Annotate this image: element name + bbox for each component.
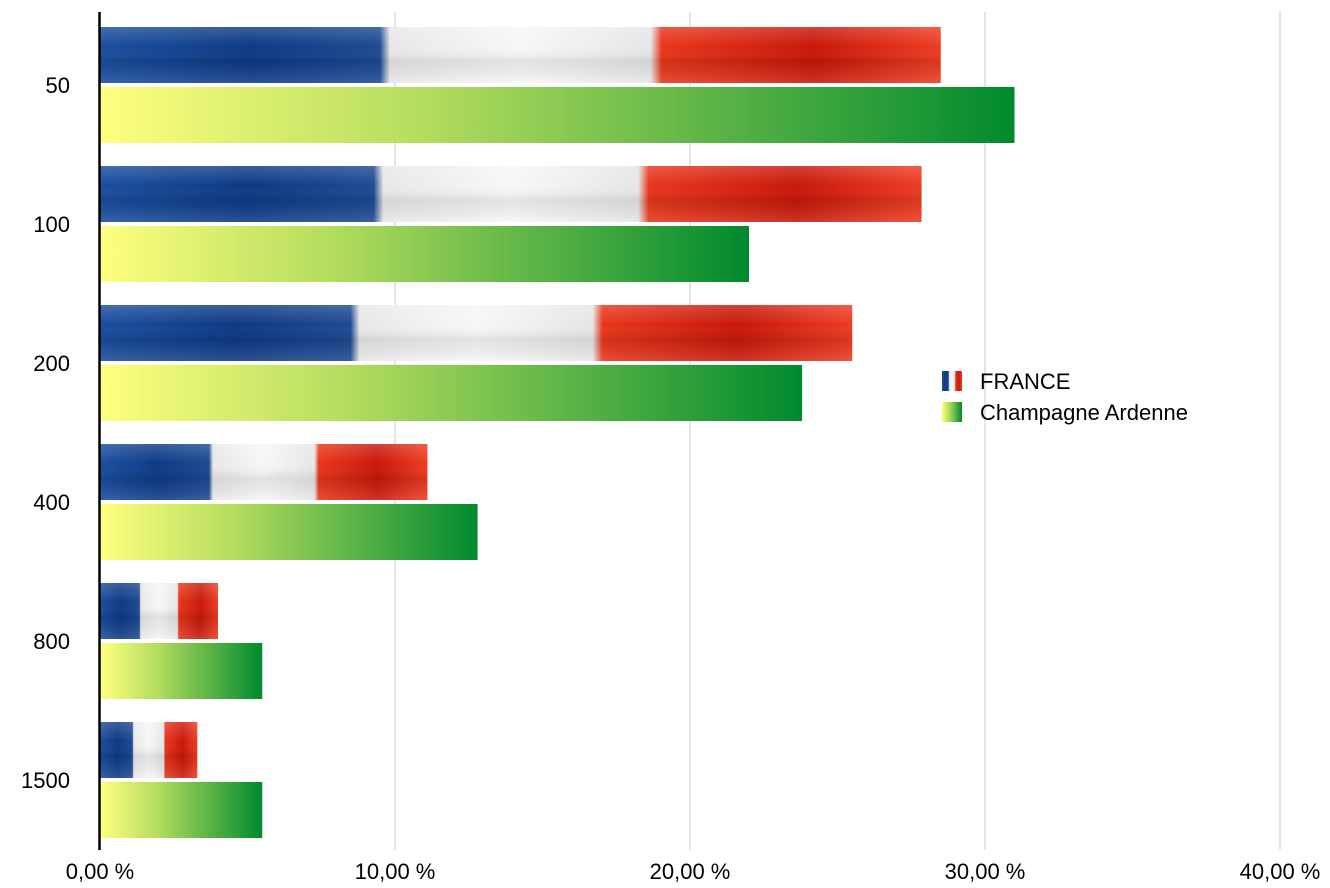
bar-france-shine (100, 583, 218, 639)
bar-france-shine (100, 722, 198, 778)
legend-label-champagne-ardenne: Champagne Ardenne (980, 400, 1188, 425)
legend-label-france: FRANCE (980, 369, 1070, 394)
bar-france-shine (100, 27, 941, 83)
category-label: 800 (33, 629, 70, 654)
axes: 0,00 % 10,00 % 20,00 % 30,00 % 40,00 % 50 100 2… (21, 12, 1320, 884)
bars (100, 27, 1015, 838)
gridlines (394, 12, 1281, 850)
x-tick-label: 20,00 % (650, 859, 731, 884)
legend: FRANCE Champagne Ardenne (942, 369, 1188, 425)
bar-champagne-ardenne (100, 226, 749, 282)
x-tick-label: 30,00 % (945, 859, 1026, 884)
bar-champagne-ardenne (100, 504, 478, 560)
bar-france-shine (100, 444, 428, 500)
bar-champagne-ardenne (100, 87, 1015, 143)
legend-swatch-france (942, 371, 962, 391)
legend-swatch-champagne-ardenne (942, 402, 962, 422)
bar-france-shine (100, 305, 853, 361)
bar-france-shine (100, 166, 922, 222)
bar-champagne-ardenne (100, 365, 803, 421)
category-label: 50 (46, 73, 70, 98)
bar-champagne-ardenne (100, 782, 263, 838)
x-tick-label: 0,00 % (66, 859, 135, 884)
x-tick-label: 10,00 % (355, 859, 436, 884)
category-label: 1500 (21, 768, 70, 793)
category-label: 200 (33, 351, 70, 376)
category-label: 400 (33, 490, 70, 515)
x-tick-label: 40,00 % (1240, 859, 1321, 884)
bar-champagne-ardenne (100, 643, 263, 699)
category-label: 100 (33, 212, 70, 237)
